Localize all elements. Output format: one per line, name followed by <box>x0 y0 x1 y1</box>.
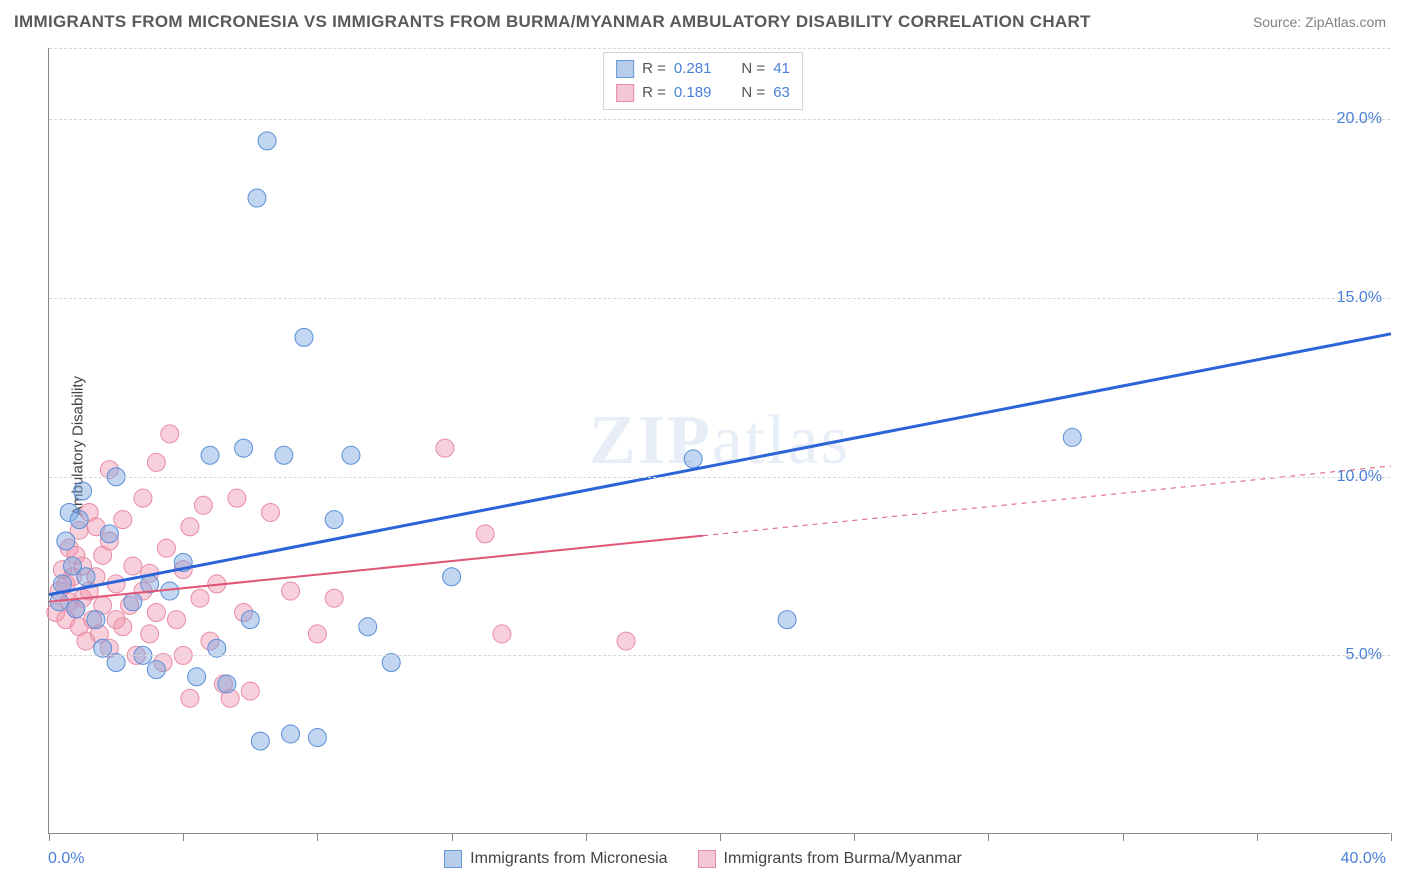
x-tick <box>49 833 50 841</box>
data-point <box>157 539 175 557</box>
data-point <box>114 511 132 529</box>
legend-r-label: R = <box>642 57 666 81</box>
chart-title: IMMIGRANTS FROM MICRONESIA VS IMMIGRANTS… <box>14 12 1091 32</box>
data-point <box>275 446 293 464</box>
data-point <box>241 611 259 629</box>
data-point <box>325 511 343 529</box>
x-tick <box>988 833 989 841</box>
data-point <box>308 729 326 747</box>
legend-swatch <box>616 84 634 102</box>
data-point <box>191 589 209 607</box>
x-tick <box>854 833 855 841</box>
gridline <box>49 477 1390 478</box>
data-point <box>235 439 253 457</box>
y-tick-label: 15.0% <box>1337 289 1382 307</box>
y-tick-label: 20.0% <box>1337 110 1382 128</box>
data-point <box>359 618 377 636</box>
data-point <box>251 732 269 750</box>
x-tick <box>1257 833 1258 841</box>
gridline <box>49 119 1390 120</box>
data-point <box>778 611 796 629</box>
plot-area: ZIPatlas 5.0%10.0%15.0%20.0% <box>48 48 1390 834</box>
data-point <box>617 632 635 650</box>
legend-series: Immigrants from Micronesia Immigrants fro… <box>0 850 1406 868</box>
data-point <box>436 439 454 457</box>
legend-correlation-row: R = 0.189 N = 63 <box>616 81 790 105</box>
data-point <box>194 496 212 514</box>
data-point <box>77 568 95 586</box>
gridline <box>49 48 1390 49</box>
x-tick <box>1123 833 1124 841</box>
data-point <box>1063 428 1081 446</box>
data-point <box>684 450 702 468</box>
data-point <box>114 618 132 636</box>
data-point <box>87 611 105 629</box>
x-tick <box>1391 833 1392 841</box>
data-point <box>295 328 313 346</box>
legend-r-label: R = <box>642 81 666 105</box>
data-point <box>70 511 88 529</box>
data-point <box>134 489 152 507</box>
data-point <box>228 489 246 507</box>
data-point <box>218 675 236 693</box>
data-point <box>325 589 343 607</box>
legend-n-label: N = <box>741 81 765 105</box>
data-point <box>167 611 185 629</box>
data-point <box>342 446 360 464</box>
legend-r-value: 0.281 <box>674 57 712 81</box>
data-point <box>161 425 179 443</box>
legend-swatch <box>616 60 634 78</box>
data-point <box>147 603 165 621</box>
data-point <box>147 453 165 471</box>
y-tick-label: 10.0% <box>1337 468 1382 486</box>
data-point <box>124 593 142 611</box>
data-point <box>258 132 276 150</box>
data-point <box>493 625 511 643</box>
legend-correlation: R = 0.281 N = 41 R = 0.189 N = 63 <box>603 52 803 110</box>
gridline <box>49 298 1390 299</box>
x-tick <box>452 833 453 841</box>
legend-n-label: N = <box>741 57 765 81</box>
x-tick <box>183 833 184 841</box>
legend-n-value: 41 <box>773 57 790 81</box>
source-label: Source: ZipAtlas.com <box>1253 14 1386 30</box>
legend-swatch <box>698 850 716 868</box>
data-point <box>201 446 219 464</box>
data-point <box>188 668 206 686</box>
data-point <box>241 682 259 700</box>
data-point <box>141 625 159 643</box>
x-tick <box>317 833 318 841</box>
legend-n-value: 63 <box>773 81 790 105</box>
legend-swatch <box>444 850 462 868</box>
data-point <box>248 189 266 207</box>
data-point <box>282 582 300 600</box>
data-point <box>74 482 92 500</box>
data-point <box>476 525 494 543</box>
legend-correlation-row: R = 0.281 N = 41 <box>616 57 790 81</box>
x-tick <box>720 833 721 841</box>
data-point <box>181 689 199 707</box>
data-point <box>67 600 85 618</box>
y-tick-label: 5.0% <box>1346 646 1382 664</box>
legend-series-label: Immigrants from Micronesia <box>470 850 667 868</box>
data-point <box>147 661 165 679</box>
data-point <box>57 532 75 550</box>
x-tick <box>586 833 587 841</box>
gridline <box>49 655 1390 656</box>
data-point <box>181 518 199 536</box>
data-point <box>443 568 461 586</box>
legend-series-label: Immigrants from Burma/Myanmar <box>724 850 962 868</box>
data-point <box>282 725 300 743</box>
legend-series-item: Immigrants from Burma/Myanmar <box>698 850 962 868</box>
legend-series-item: Immigrants from Micronesia <box>444 850 667 868</box>
legend-r-value: 0.189 <box>674 81 712 105</box>
chart-svg <box>49 48 1390 833</box>
data-point <box>308 625 326 643</box>
data-point <box>100 525 118 543</box>
data-point <box>124 557 142 575</box>
trend-line <box>49 334 1391 595</box>
data-point <box>261 503 279 521</box>
